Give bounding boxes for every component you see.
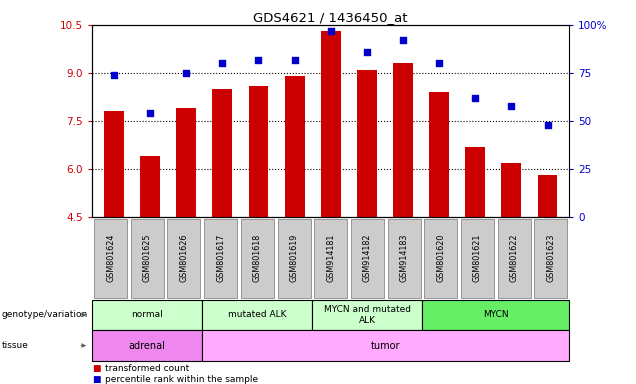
Text: MYCN and mutated
ALK: MYCN and mutated ALK	[324, 305, 411, 324]
Point	[218, 60, 228, 66]
Bar	[176, 108, 196, 217]
Text: GSM801620: GSM801620	[436, 234, 445, 282]
Bar	[357, 70, 377, 217]
Point	[434, 60, 444, 66]
Bar	[140, 156, 160, 217]
Text: genotype/variation: genotype/variation	[1, 310, 88, 319]
Text: percentile rank within the sample: percentile rank within the sample	[105, 375, 258, 384]
Point	[181, 70, 191, 76]
Point	[145, 110, 155, 116]
Point	[253, 56, 263, 63]
Text: GSM801623: GSM801623	[546, 234, 555, 282]
Text: normal: normal	[132, 310, 163, 319]
Text: GSM801619: GSM801619	[289, 234, 298, 282]
Bar	[212, 89, 232, 217]
Point	[362, 49, 372, 55]
Bar	[466, 147, 485, 217]
Text: GSM801622: GSM801622	[509, 234, 519, 283]
Bar	[501, 162, 522, 217]
Bar	[393, 63, 413, 217]
Text: transformed count: transformed count	[105, 364, 189, 373]
Text: GSM801621: GSM801621	[473, 234, 482, 282]
Point	[109, 72, 119, 78]
Bar	[285, 76, 305, 217]
Bar	[429, 92, 449, 217]
Text: mutated ALK: mutated ALK	[228, 310, 287, 319]
Text: GSM801618: GSM801618	[253, 234, 262, 282]
Point	[506, 103, 516, 109]
Text: GSM914181: GSM914181	[326, 234, 335, 282]
Bar	[104, 111, 124, 217]
Point	[470, 95, 480, 101]
Text: GSM914182: GSM914182	[363, 234, 372, 283]
Text: tumor: tumor	[371, 341, 401, 351]
Text: GSM801624: GSM801624	[106, 234, 115, 282]
Text: tissue: tissue	[1, 341, 28, 350]
Point	[289, 56, 300, 63]
Bar	[249, 86, 268, 217]
Text: GSM801617: GSM801617	[216, 234, 225, 282]
Text: GSM801625: GSM801625	[142, 234, 152, 283]
Title: GDS4621 / 1436450_at: GDS4621 / 1436450_at	[254, 11, 408, 24]
Text: GSM914183: GSM914183	[399, 234, 408, 282]
Bar	[321, 31, 341, 217]
Point	[398, 37, 408, 43]
Point	[326, 28, 336, 34]
Bar	[537, 175, 558, 217]
Text: GSM801626: GSM801626	[179, 234, 188, 282]
Text: ■: ■	[92, 375, 100, 384]
Text: ■: ■	[92, 364, 100, 373]
Text: adrenal: adrenal	[129, 341, 166, 351]
Text: MYCN: MYCN	[483, 310, 509, 319]
Point	[543, 122, 553, 128]
